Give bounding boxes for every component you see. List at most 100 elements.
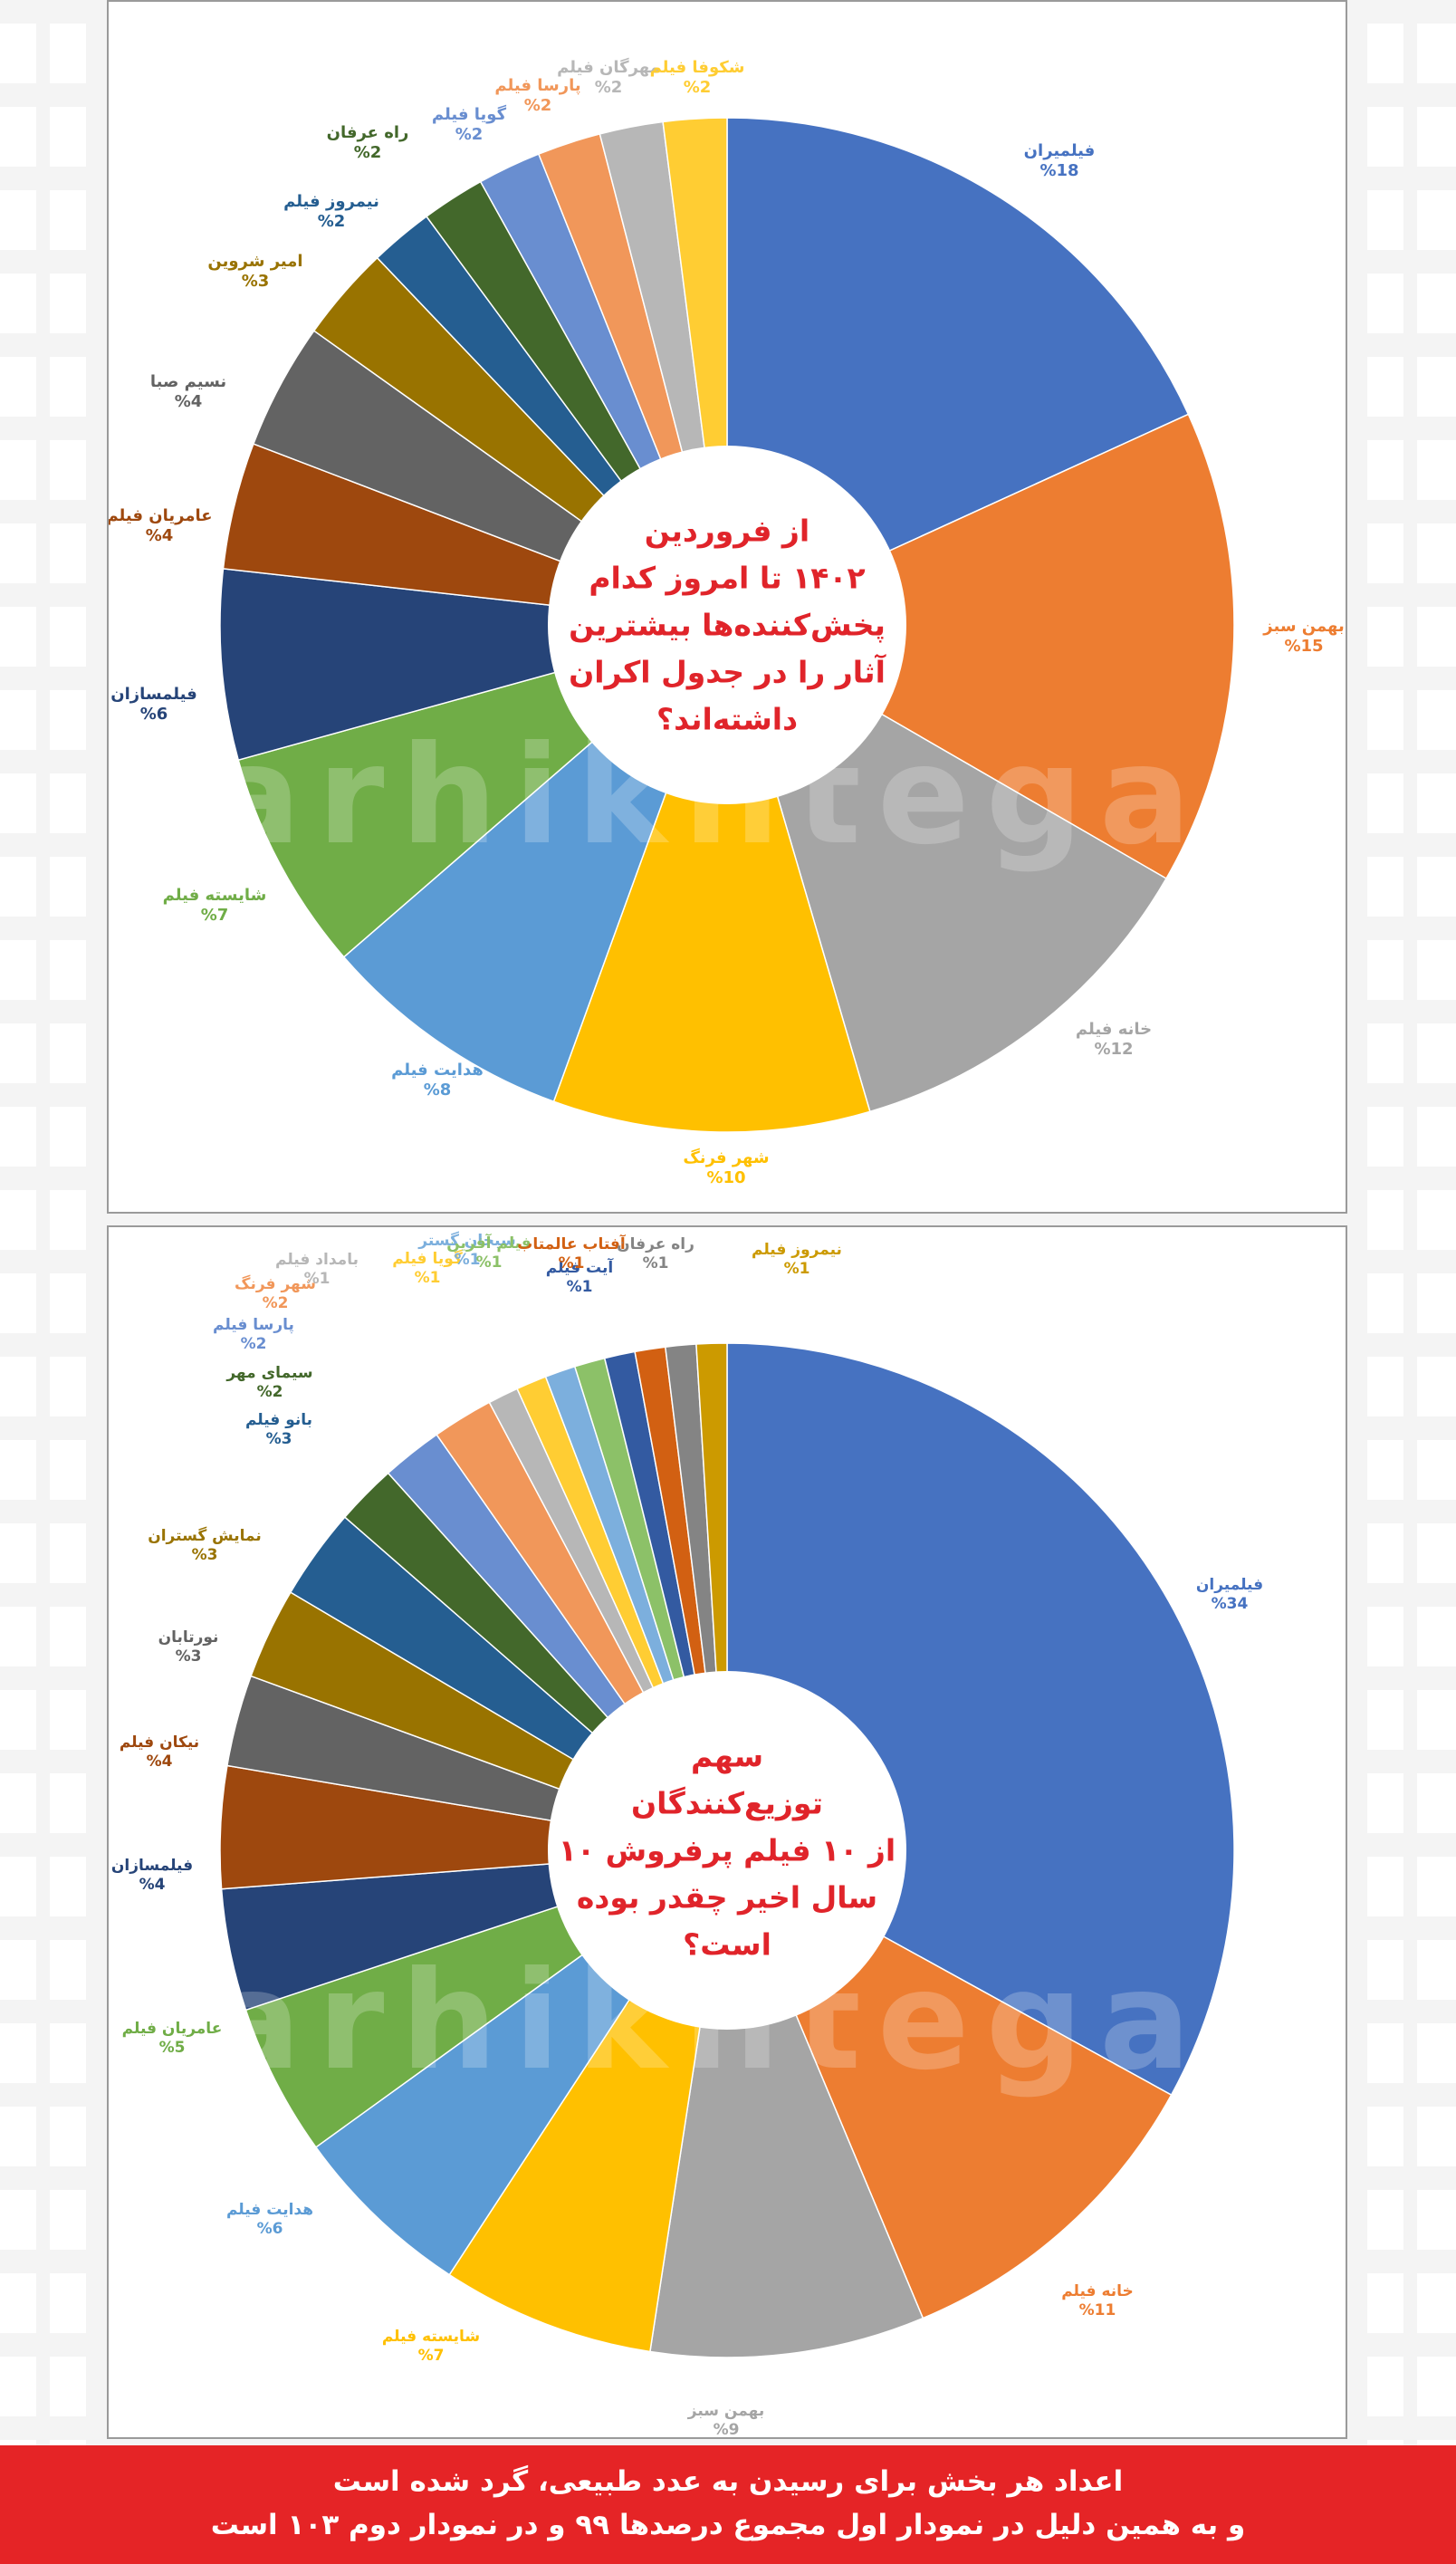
slice-label-value: %1 [784, 1260, 810, 1278]
chart-title-line: داشته‌اند؟ [656, 702, 798, 737]
slice-label-name: شهر فرنگ [235, 1274, 316, 1293]
slice-label-name: هدایت فیلم [226, 2201, 313, 2219]
slice-label-value: %3 [192, 1546, 218, 1564]
footer-note-line1: اعداد هر بخش برای رسیدن به عدد طبیعی، گر… [332, 2465, 1124, 2498]
slice-label-name: بهمن سبز [1262, 617, 1344, 636]
slice-label-name: هدایت فیلم [391, 1061, 484, 1080]
chart-title-line: است؟ [683, 1927, 771, 1963]
chart-panel-top-films-share: فرهیختگانfarhikhteganسهمتوزیع‌کنندگاناز … [107, 1225, 1347, 2439]
slice-label-value: %2 [455, 125, 484, 144]
footer-note: اعداد هر بخش برای رسیدن به عدد طبیعی، گر… [0, 2445, 1456, 2564]
slice-label-value: %3 [266, 1430, 292, 1448]
slice-label-value: %5 [159, 2039, 186, 2057]
slice-label-name: بهمن سبز [687, 2402, 764, 2420]
chart-title-line: ۱۴۰۲ تا امروز کدام [589, 561, 865, 597]
decor-stripes-left-inner [50, 0, 86, 2445]
chart-title: از فروردین ۱۴۰۲ تا امروز کدام پخش‌کننده‌ها… [569, 514, 886, 737]
slice-label-name: سبحان گستر [417, 1231, 515, 1250]
slice-label-value: %1 [304, 1270, 330, 1288]
slice-label-name: نمایش گستران [148, 1526, 262, 1545]
slice-label-value: %7 [418, 2347, 445, 2365]
slice-label-value: %15 [1284, 637, 1323, 656]
slice-label-name: فیلمسازان [111, 1857, 193, 1875]
decor-stripes-right-outer [1417, 0, 1456, 2445]
slice-label-value: %1 [567, 1278, 593, 1296]
slice-label-name: نورتابان [158, 1628, 219, 1647]
slice-label-name: فیلم آفرین [446, 1233, 531, 1253]
slice-label-name: شایسته فیلم [382, 2328, 480, 2346]
slice-label-name: راه عرفان [327, 123, 409, 142]
slice-label-value: %4 [175, 392, 203, 411]
donut-hole [548, 1671, 906, 2030]
slice-label-value: %3 [242, 272, 270, 291]
slice-label-name: فیلمسازان [110, 685, 197, 704]
slice-label-name: امیر شروین [207, 252, 302, 271]
slice-label-value: %1 [476, 1253, 503, 1272]
slice-label-value: %2 [354, 143, 382, 162]
slice-label-name: شایسته فیلم [163, 886, 267, 905]
slice-label-value: %4 [147, 1753, 173, 1771]
slice-label-name: شهر فرنگ [683, 1148, 769, 1167]
footer-note-line2: و به همین دلیل در نمودار اول مجموع درصده… [210, 2509, 1246, 2541]
slice-label-name: راه عرفان [617, 1235, 694, 1253]
slice-label-value: %2 [257, 1383, 283, 1401]
slice-label-value: %1 [559, 1254, 585, 1272]
slice-label-value: %2 [263, 1294, 289, 1312]
slice-label-name: خانه فیلم [1076, 1020, 1152, 1039]
slice-label-value: %12 [1094, 1040, 1133, 1059]
chart-title-line: سهم [691, 1739, 763, 1775]
chart-title-line: آثار را در جدول اکران [569, 654, 886, 691]
decor-stripes-right-inner [1367, 0, 1403, 2445]
slice-label-name: پارسا فیلم [213, 1316, 294, 1334]
chart-title-line: از ۱۰ فیلم پرفروش ۱۰ [559, 1833, 896, 1869]
slice-label-name: فیلمیران [1024, 141, 1096, 160]
slice-label-value: %2 [318, 212, 346, 231]
slice-label-value: %3 [176, 1647, 202, 1666]
donut-hole [548, 446, 906, 804]
slice-label-name: نسیم صبا [150, 372, 226, 391]
slice-label-value: %8 [424, 1080, 452, 1100]
slice-label-name: مهرگان فیلم [557, 57, 660, 77]
slice-label-value: %10 [706, 1168, 745, 1187]
slice-label-value: %4 [139, 1876, 166, 1894]
slice-label-name: عامریان فیلم [122, 2020, 223, 2038]
slice-label-value: %34 [1212, 1595, 1249, 1613]
slice-label-name: خانه فیلم [1061, 2282, 1134, 2300]
slice-label-value: %18 [1039, 161, 1078, 180]
slice-label-name: عامریان فیلم [109, 506, 213, 525]
slice-label-value: %2 [595, 78, 623, 97]
slice-label-value: %4 [146, 526, 174, 545]
slice-label-value: %2 [684, 78, 712, 97]
slice-label-name: فیلمیران [1196, 1576, 1263, 1594]
slice-labels: فیلمیران%34 خانه فیلم%11 بهمن سبز%9 شایسته … [111, 1231, 1263, 2437]
chart-title-line: سال اخیر چقدر بوده [577, 1880, 877, 1916]
slice-label-name: گویا فیلم [432, 104, 507, 124]
chart-title-line: پخش‌کننده‌ها بیشترین [569, 608, 886, 644]
chart-title-line: توزیع‌کنندگان [631, 1786, 823, 1822]
decor-stripes-left-outer [0, 0, 36, 2445]
slice-label-value: %6 [140, 705, 168, 724]
slice-label-name: پارسا فیلم [494, 76, 580, 95]
slice-label-value: %1 [643, 1254, 669, 1272]
slice-label-name: نیمروز فیلم [752, 1241, 842, 1259]
slice-labels: فیلمیران%18 بهمن سبز%15 خانه فیلم%12 شهر فر… [109, 57, 1345, 1187]
slice-label-value: %2 [524, 96, 552, 115]
slice-label-value: %1 [415, 1269, 441, 1287]
slice-label-name: بانو فیلم [245, 1411, 312, 1429]
chart-title-line: از فروردین [645, 514, 809, 550]
slice-label-value: %2 [241, 1335, 267, 1353]
slice-label-name: گویا فیلم [392, 1249, 463, 1268]
slice-label-name: آیت فیلم [546, 1257, 615, 1277]
slice-label-name: بامداد فیلم [275, 1251, 359, 1269]
slice-label-name: آفتاب عالمتاب [517, 1234, 627, 1253]
pie-slice [725, 413, 1235, 880]
pie-chart-top-films-share: فرهیختگانfarhikhteganسهمتوزیع‌کنندگاناز … [111, 1231, 1304, 2437]
slice-label-name: نیمروز فیلم [283, 192, 379, 211]
slice-label-value: %9 [714, 2421, 740, 2437]
slice-label-name: نیکان فیلم [120, 1733, 199, 1752]
slice-label-name: شکوفا فیلم [650, 58, 745, 77]
slice-label-value: %7 [201, 906, 229, 925]
pie-slice [552, 622, 871, 1133]
